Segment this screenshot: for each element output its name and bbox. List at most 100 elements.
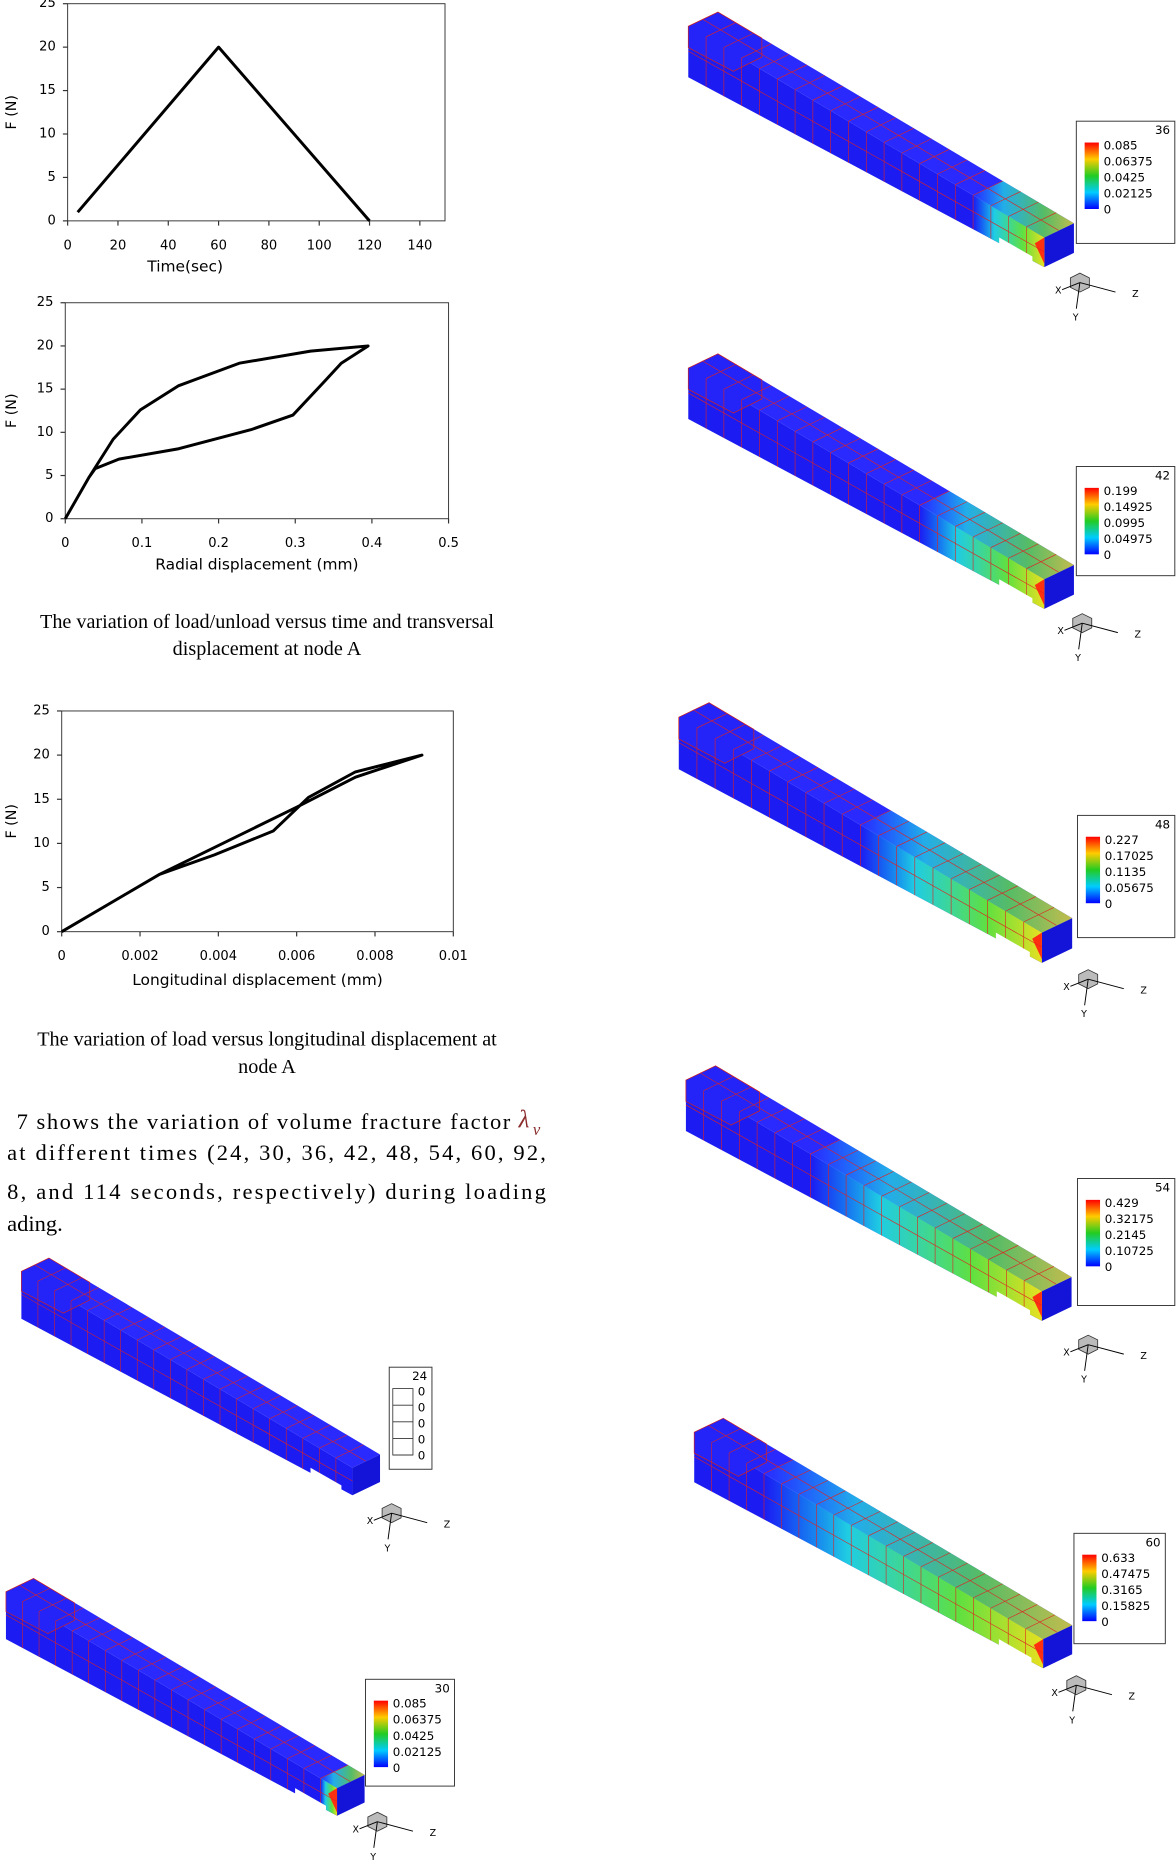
x-tick-label: 100: [307, 238, 332, 253]
plot-frame: [65, 303, 448, 519]
plot-frame: [68, 4, 445, 221]
mesh-line: [703, 361, 1059, 572]
legend-title: 54: [1155, 1181, 1170, 1195]
legend-level: 0: [418, 1417, 426, 1431]
mesh-line: [703, 19, 1059, 230]
beam: [688, 12, 1074, 267]
paragraph-line: 7 shows the variation of volume fracture…: [17, 1109, 511, 1134]
caption: The variation of load/unload versus time…: [40, 611, 494, 633]
mesh-line: [708, 1425, 1057, 1632]
axis-triad: X Y Z: [367, 1504, 451, 1555]
legend-level: 0.0425: [393, 1729, 435, 1743]
x-axis-label: Longitudinal displacement (mm): [132, 971, 383, 989]
axis-triad: X Y Z: [1063, 970, 1147, 1021]
legend-bar: [374, 1701, 388, 1767]
caption: displacement at node A: [173, 638, 362, 660]
mesh-line: [693, 710, 1056, 925]
y-tick-label: 15: [39, 83, 56, 98]
triad-label: Z: [1129, 1692, 1136, 1703]
legend-level: 0: [1105, 897, 1113, 911]
x-tick-label: 0.5: [438, 536, 459, 551]
symbol-subscript: v: [533, 1120, 541, 1139]
triad-label: X: [352, 1825, 359, 1836]
x-tick-label: 40: [160, 238, 177, 253]
page: The variation of load/unload versus time…: [0, 0, 1176, 1861]
x-tick-label: 0.006: [278, 949, 315, 964]
legend-title: 36: [1155, 123, 1170, 137]
legend-level: 0: [1104, 203, 1112, 217]
data-line: [65, 346, 368, 519]
y-tick-label: 20: [37, 338, 54, 353]
data-line: [78, 47, 370, 221]
legend-level: 0.02125: [1104, 187, 1153, 201]
beam: [688, 354, 1074, 609]
triad-label: X: [1063, 982, 1070, 993]
caption: node A: [238, 1056, 296, 1078]
legend-level: 0: [418, 1433, 426, 1447]
legend-bar: [1086, 1200, 1100, 1266]
triad-label: X: [367, 1516, 374, 1527]
triad-label: X: [1055, 285, 1062, 296]
legend-level: 0.14925: [1104, 500, 1153, 514]
legend-level: 0: [393, 1761, 401, 1775]
legend-level: 0.1135: [1105, 865, 1146, 879]
x-tick-label: 20: [110, 238, 127, 253]
x-tick-label: 0.4: [362, 536, 383, 551]
legend-bar: [1085, 488, 1099, 554]
legend-level: 0: [1105, 1260, 1113, 1274]
triad-label: X: [1063, 1347, 1070, 1358]
x-tick-label: 60: [210, 238, 227, 253]
legend-level: 0.06375: [393, 1713, 442, 1727]
x-tick-label: 0: [58, 949, 66, 964]
mesh-line: [21, 1294, 352, 1481]
legend-bar: [1082, 1555, 1096, 1621]
triad-label: Z: [1134, 630, 1141, 641]
triad-label: Y: [1080, 1375, 1087, 1386]
mesh-line: [6, 1615, 337, 1802]
legend-level: 0.05675: [1105, 881, 1154, 895]
y-tick-label: 0: [47, 213, 55, 228]
beam: [6, 1578, 365, 1815]
beam: [686, 1066, 1072, 1321]
y-axis-label: F (N): [4, 393, 20, 427]
triad-label: Z: [444, 1520, 451, 1531]
x-axis-label: Radial displacement (mm): [155, 556, 358, 574]
legend-level: 0.0995: [1104, 516, 1146, 530]
triad-label: Y: [1068, 1715, 1075, 1726]
axis-triad: XYZ: [1063, 1335, 1147, 1386]
legend-title: 42: [1155, 469, 1170, 483]
x-tick-label: 0.3: [285, 536, 306, 551]
triad-label: Y: [1074, 653, 1081, 664]
y-axis-label: F (N): [4, 95, 20, 129]
y-tick-label: 25: [33, 703, 50, 718]
y-tick-label: 15: [37, 382, 54, 397]
triad-label: Z: [1140, 986, 1147, 997]
x-tick-label: 0.002: [121, 949, 158, 964]
x-tick-label: 140: [407, 238, 432, 253]
y-tick-label: 25: [39, 0, 56, 11]
legend-level: 0: [1101, 1615, 1109, 1629]
data-line: [62, 755, 422, 932]
mesh-line: [700, 1073, 1056, 1284]
legend-level: 0.085: [1104, 139, 1138, 153]
legend-level: 0.47475: [1101, 1567, 1150, 1581]
legend-level: 0.10725: [1105, 1244, 1154, 1258]
legend-title: 24: [412, 1369, 427, 1383]
triad-label: Y: [383, 1543, 390, 1554]
mesh-line: [688, 393, 1044, 594]
triad-label: Y: [1080, 1009, 1087, 1020]
triad-label: Y: [369, 1852, 376, 1861]
axis-triad: XYZ: [1055, 273, 1139, 324]
triad-label: Z: [1132, 289, 1139, 300]
y-tick-label: 25: [37, 295, 54, 310]
x-axis-label: Time(sec): [146, 258, 223, 276]
legend-level: 0: [1104, 548, 1112, 562]
legend-level: 0.32175: [1105, 1212, 1154, 1226]
x-tick-label: 0.1: [132, 536, 153, 551]
x-tick-label: 0: [61, 536, 69, 551]
y-tick-label: 20: [39, 40, 56, 55]
y-tick-label: 5: [42, 880, 50, 895]
triad-label: X: [1051, 1688, 1058, 1699]
beam: [679, 703, 1072, 963]
caption: The variation of load versus longitudina…: [37, 1028, 497, 1050]
